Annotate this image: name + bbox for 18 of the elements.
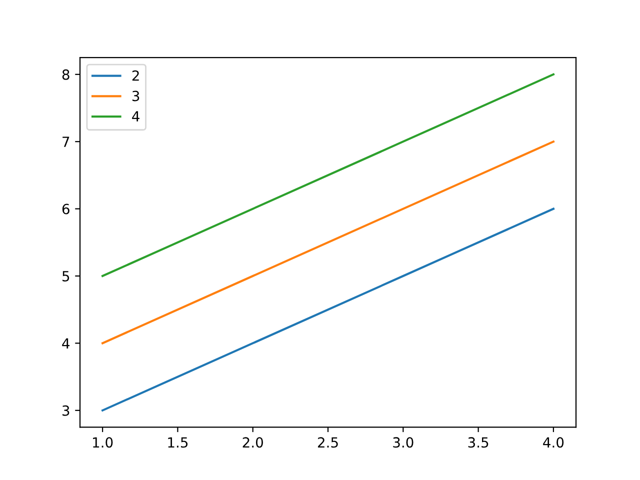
y-tick-label: 6 — [62, 204, 70, 214]
y-tick-label: 7 — [62, 136, 70, 147]
x-tick-label: 3.0 — [393, 437, 414, 448]
y-tick-label: 3 — [62, 405, 70, 416]
x-tick-label: 2.5 — [318, 437, 338, 448]
legend-label: 4 — [132, 111, 140, 122]
y-tick-label: 4 — [62, 338, 70, 348]
x-tick-label: 1.0 — [93, 437, 113, 448]
legend-label: 2 — [132, 70, 139, 81]
line-series — [102, 140, 554, 344]
x-tick-label: 1.5 — [168, 437, 188, 448]
legend-label: 3 — [132, 90, 140, 102]
x-tick-label: 3.5 — [468, 437, 488, 448]
line-series — [102, 208, 554, 412]
x-tick-label: 4.0 — [543, 437, 564, 448]
y-tick-label: 8 — [62, 69, 70, 80]
y-tick-label: 5 — [62, 271, 70, 282]
x-tick-label: 2.0 — [242, 437, 263, 448]
